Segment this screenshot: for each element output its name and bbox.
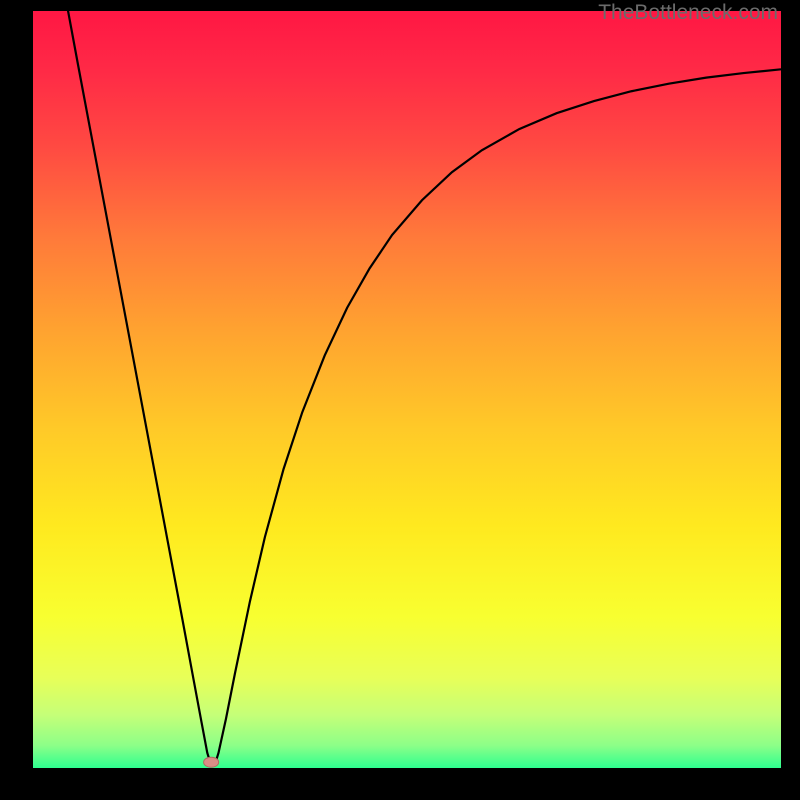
curve-layer (33, 11, 781, 768)
bottleneck-curve (67, 11, 781, 765)
optimal-point-marker (203, 757, 219, 768)
watermark-text: TheBottleneck.com (598, 1, 778, 25)
plot-area (33, 11, 781, 768)
chart-container: TheBottleneck.com (0, 0, 800, 800)
